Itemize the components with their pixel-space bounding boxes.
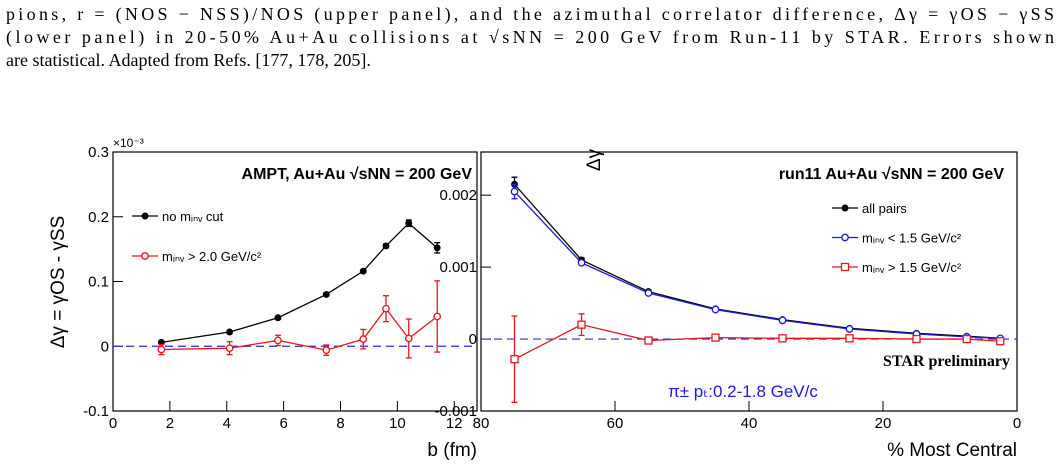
data-point [359,335,368,343]
data-point [382,242,390,250]
legend-label: no mᵢₙᵥ cut [162,209,224,224]
data-point [157,345,166,354]
caption-line: pions, r = (NOS − NSS)/NOS (upper panel)… [6,4,1054,25]
data-point [912,334,921,344]
x-tick-label: 2 [166,415,174,432]
data-point [962,334,971,344]
y-tick-label: 0.002 [439,187,477,204]
data-point [510,355,519,364]
plot-frame [112,151,478,412]
y-tick-label: 0.1 [88,274,109,291]
y-tick-label: -0.001 [434,403,477,420]
data-point [322,346,331,354]
data-point [711,333,720,342]
x-axis-label: % Most Central [887,440,1017,461]
data-point [577,320,586,329]
annotation: STAR preliminary [883,353,1010,370]
data-point [778,316,787,325]
legend-marker [841,204,849,212]
x-tick-label: 6 [279,415,287,432]
data-point [433,244,441,252]
plot-frame [480,151,1018,412]
data-point [644,336,653,345]
y-tick-label: 0.2 [88,209,109,226]
data-point [226,328,234,336]
x-tick-label: 0 [109,415,117,432]
x-tick-label: 20 [875,415,892,432]
caption-line: are statistical. Adapted from Refs. [177… [6,50,371,70]
y-axis-label: Δγ [584,148,605,171]
data-point [405,219,413,227]
chart-title: run11 Au+Au √sNN = 200 GeV [779,166,1004,183]
data-point [711,305,720,314]
legend-label: all pairs [862,201,907,216]
legend-marker [141,252,149,260]
data-point [577,258,586,267]
y-tick-label: 0.3 [88,144,109,161]
y-tick-label: 0 [469,331,477,348]
data-point [274,314,282,322]
x-tick-label: 40 [741,415,758,432]
data-point [359,267,367,275]
y-tick-label: 0 [101,338,109,355]
y-tick-label: -0.1 [83,403,109,420]
data-point [845,325,854,333]
data-point [845,334,854,343]
y-tick-label: 0.001 [439,259,477,276]
data-point [433,312,442,321]
x-tick-label: 12 [446,415,463,432]
data-point [778,334,787,343]
legend-marker [840,262,850,272]
y-multiplier: ×10⁻³ [113,136,144,150]
y-axis-label: Δγ = γOS - γSS [48,216,69,349]
chart-title: AMPT, Au+Au √sNN = 200 GeV [242,166,473,183]
legend-label: mᵢₙᵥ > 1.5 GeV/c² [862,260,962,275]
data-point [322,291,330,298]
data-point [510,187,519,196]
series-line [161,222,438,344]
series-line [161,307,438,351]
legend-marker [141,212,149,220]
caption-line: (lower panel) in 20-50% Au+Au collisions… [6,27,1054,48]
data-point [644,289,653,297]
data-point [404,334,413,343]
data-point [382,304,390,313]
legend-label: mᵢₙᵥ < 1.5 GeV/c² [862,231,962,246]
x-tick-label: 8 [336,415,344,432]
legend-marker [841,233,849,242]
annotation: π± pₜ:0.2-1.8 GeV/c [668,382,818,401]
data-point [996,337,1005,346]
x-tick-label: 80 [473,415,490,432]
x-tick-label: 4 [223,415,231,432]
x-tick-label: 0 [1013,415,1021,432]
data-point [274,336,282,345]
x-axis-label: b (fm) [427,440,477,461]
data-point [225,344,234,353]
x-tick-label: 60 [607,415,624,432]
x-tick-label: 10 [389,415,406,432]
legend-label: mᵢₙᵥ > 2.0 GeV/c² [162,249,262,264]
